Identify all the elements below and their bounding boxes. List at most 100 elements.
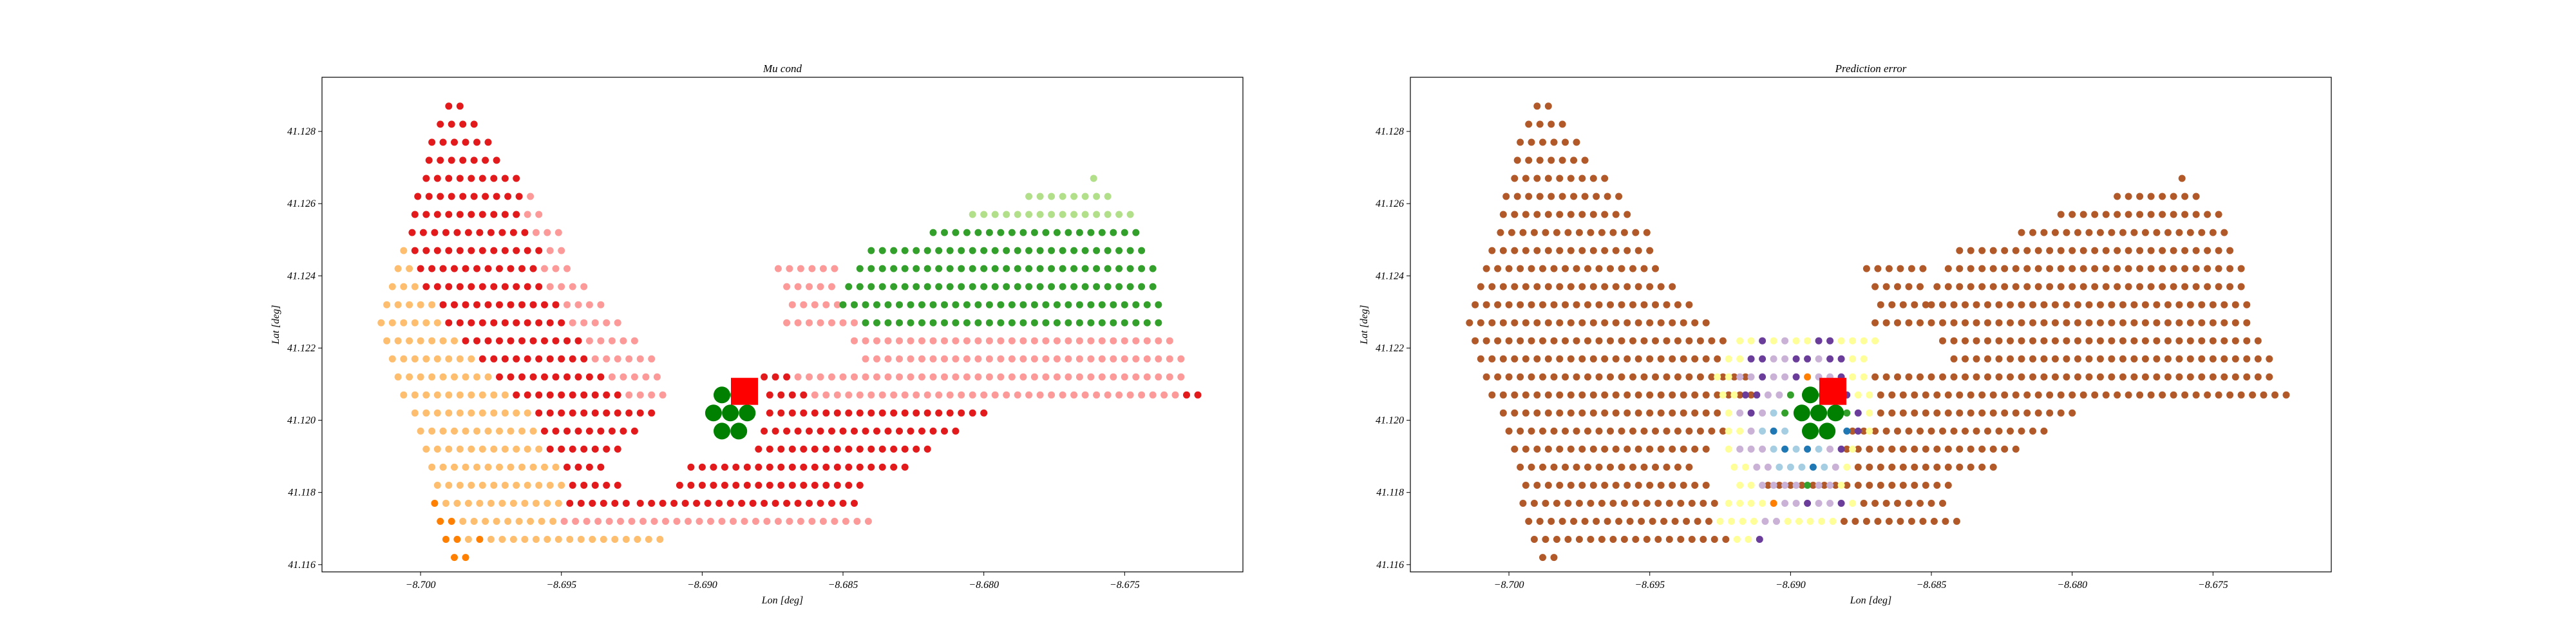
data-point <box>1556 482 1564 489</box>
data-point <box>1505 301 1513 308</box>
data-point <box>507 463 515 471</box>
data-point <box>2096 337 2104 345</box>
data-point <box>1826 500 1834 507</box>
data-point <box>1115 391 1123 399</box>
data-point <box>2237 391 2245 399</box>
data-point <box>1595 373 1603 381</box>
data-point <box>428 463 436 471</box>
data-point <box>817 373 824 381</box>
observed-marker <box>1802 422 1819 440</box>
mu-cond-plot: Mu cond −8.700 −8.695 −8.690 −8.685 −8.680 −8… <box>270 62 1244 606</box>
data-point <box>2046 265 2054 272</box>
data-point <box>1691 355 1699 363</box>
data-point <box>490 482 498 489</box>
data-point <box>1776 391 1783 399</box>
data-point <box>1736 337 1744 345</box>
data-point <box>766 482 773 489</box>
data-point <box>2170 391 2177 399</box>
data-point <box>1634 391 1642 399</box>
x-tick-label: −8.695 <box>1634 580 1665 591</box>
data-point <box>501 283 509 290</box>
data-point <box>1115 211 1123 218</box>
data-point <box>1042 301 1050 308</box>
data-point <box>2034 247 2042 254</box>
data-point <box>594 518 602 525</box>
data-point <box>1499 355 1507 363</box>
data-point <box>2018 373 2025 381</box>
data-point <box>1598 500 1605 507</box>
data-point <box>1759 445 1766 453</box>
data-point <box>591 445 599 453</box>
data-point <box>597 463 605 471</box>
data-point <box>2069 265 2076 272</box>
data-point <box>1059 283 1066 290</box>
data-point <box>451 463 458 471</box>
data-point <box>1862 265 1870 272</box>
data-point <box>425 193 433 200</box>
data-point <box>2007 355 2014 363</box>
data-point <box>1620 536 1628 543</box>
data-point <box>1030 301 1038 308</box>
data-point <box>1950 373 1958 381</box>
data-point <box>800 463 808 471</box>
data-point <box>1866 445 1873 453</box>
data-point <box>2204 247 2211 254</box>
data-point <box>687 463 695 471</box>
data-point <box>918 337 925 345</box>
data-point <box>2136 283 2144 290</box>
data-point <box>2192 283 2200 290</box>
data-point <box>1166 373 1173 381</box>
data-point <box>969 265 976 272</box>
data-point <box>1612 409 1620 417</box>
data-point <box>963 229 971 236</box>
data-point <box>1093 193 1101 200</box>
data-point <box>1155 355 1162 363</box>
data-point <box>572 518 580 525</box>
data-point <box>2085 319 2093 327</box>
data-point <box>546 319 554 327</box>
data-point <box>459 156 467 164</box>
data-point <box>490 211 498 218</box>
data-point <box>524 409 531 417</box>
data-point <box>1885 518 1893 525</box>
data-point <box>969 391 976 399</box>
data-point <box>980 409 988 417</box>
data-point <box>662 518 669 525</box>
data-point <box>1609 500 1617 507</box>
data-point <box>1511 319 1519 327</box>
data-point <box>1753 463 1761 471</box>
data-point <box>493 156 500 164</box>
data-point <box>1155 337 1162 345</box>
data-point <box>946 391 954 399</box>
data-point <box>2034 283 2042 290</box>
data-point <box>1708 337 1716 345</box>
data-point <box>513 211 520 218</box>
data-point <box>1567 409 1575 417</box>
data-point <box>1837 445 1845 453</box>
data-point <box>1550 463 1558 471</box>
data-point <box>1733 536 1741 543</box>
data-point <box>558 247 565 254</box>
data-point <box>862 373 869 381</box>
data-point <box>811 409 819 417</box>
data-point <box>468 445 475 453</box>
data-point <box>1573 427 1580 435</box>
data-point <box>1634 247 1642 254</box>
data-point <box>1104 247 1112 254</box>
data-point <box>634 536 641 543</box>
data-point <box>630 427 638 435</box>
data-point <box>1014 247 1021 254</box>
data-point <box>1685 301 1693 308</box>
data-point <box>935 247 943 254</box>
data-point <box>1511 391 1519 399</box>
data-point <box>628 518 636 525</box>
data-point <box>564 301 571 308</box>
data-point <box>1837 500 1845 507</box>
data-point <box>478 283 486 290</box>
data-point <box>544 229 551 236</box>
data-point <box>1513 156 1521 164</box>
observed-marker <box>722 404 739 422</box>
data-point <box>997 355 1005 363</box>
data-point <box>763 518 771 525</box>
data-point <box>1573 301 1580 308</box>
